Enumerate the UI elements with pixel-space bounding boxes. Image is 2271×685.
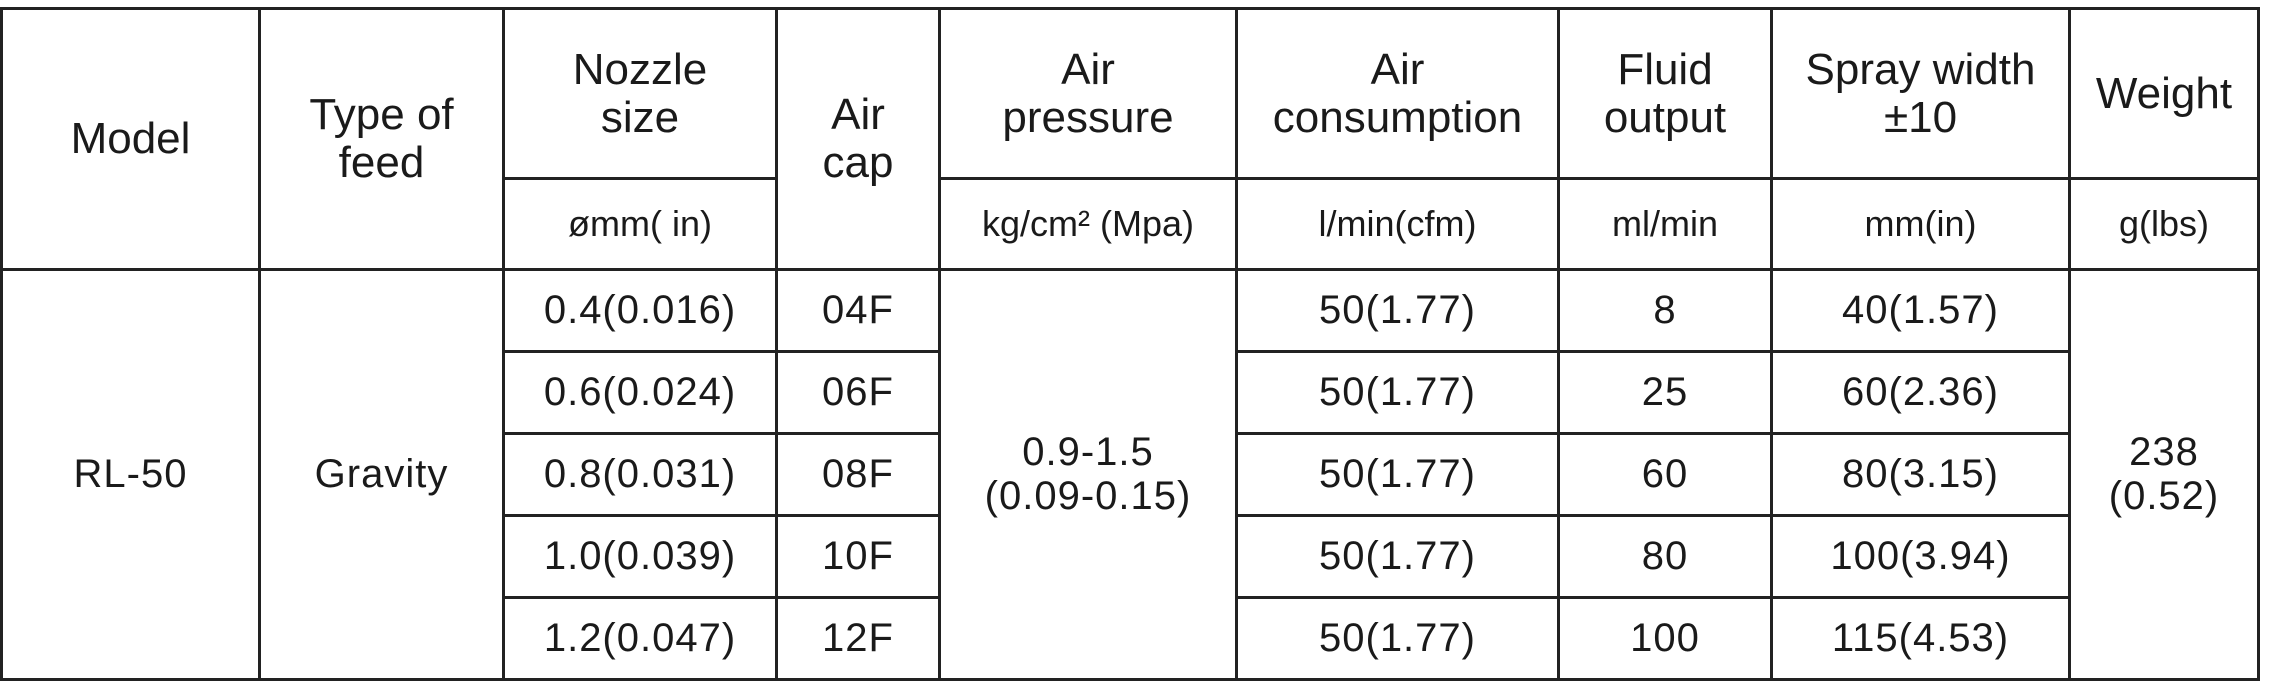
header-cell: Fluid output <box>1557 7 1773 180</box>
unit-cell: ømm( in) <box>502 177 778 271</box>
table-row: RL-50 Gravity 0.4(0.016) 04F 0.9-1.5 (0.09-0… <box>0 268 2260 681</box>
unit-cell: g(lbs) <box>2068 177 2260 271</box>
nozzle-cell: 1.0(0.039) <box>502 514 778 599</box>
table-body: RL-50 Gravity 0.4(0.016) 04F 0.9-1.5 (0.09-0… <box>0 268 2260 681</box>
header-cell: Spray width ±10 <box>1770 7 2071 180</box>
table-row: 1.0(0.039) 10F 50(1.77) 80 100(3.94) <box>2 514 2259 599</box>
spec-table: Model Type of feed Nozzle size Air cap A… <box>0 7 2260 681</box>
air-cap-cell: 06F <box>775 350 941 435</box>
weight-cell: 238 (0.52) <box>2068 268 2260 681</box>
nozzle-cell: 0.8(0.031) <box>502 432 778 517</box>
consumption-cell: 50(1.77) <box>1235 514 1560 599</box>
nozzle-cell: 1.2(0.047) <box>502 596 778 681</box>
air-cap-cell: 10F <box>775 514 941 599</box>
fluid-cell: 60 <box>1557 432 1773 517</box>
fluid-cell: 8 <box>1557 268 1773 353</box>
feed-cell: Gravity <box>258 268 505 681</box>
consumption-cell: 50(1.77) <box>1235 432 1560 517</box>
consumption-cell: 50(1.77) <box>1235 268 1560 353</box>
header-cell: Type of feed <box>258 7 505 271</box>
air-cap-cell: 08F <box>775 432 941 517</box>
header-cell: Air pressure <box>938 7 1238 180</box>
header-cell: Air cap <box>775 7 941 271</box>
header-cell: Air consumption <box>1235 7 1560 180</box>
consumption-cell: 50(1.77) <box>1235 350 1560 435</box>
header-cell: Weight <box>2068 7 2260 180</box>
fluid-cell: 100 <box>1557 596 1773 681</box>
consumption-cell: 50(1.77) <box>1235 596 1560 681</box>
air-cap-cell: 04F <box>775 268 941 353</box>
air-pressure-cell: 0.9-1.5 (0.09-0.15) <box>938 268 1238 681</box>
spray-cell: 115(4.53) <box>1770 596 2071 681</box>
air-cap-cell: 12F <box>775 596 941 681</box>
table-row: 0.6(0.024) 06F 50(1.77) 25 60(2.36) <box>2 350 2259 435</box>
unit-cell: ml/min <box>1557 177 1773 271</box>
model-cell: RL-50 <box>0 268 261 681</box>
nozzle-cell: 0.4(0.016) <box>502 268 778 353</box>
fluid-cell: 80 <box>1557 514 1773 599</box>
table-row: 0.8(0.031) 08F 50(1.77) 60 80(3.15) <box>2 432 2259 517</box>
unit-cell: kg/cm² (Mpa) <box>938 177 1238 271</box>
spray-cell: 60(2.36) <box>1770 350 2071 435</box>
header-cell: Nozzle size <box>502 7 778 180</box>
spray-cell: 100(3.94) <box>1770 514 2071 599</box>
fluid-cell: 25 <box>1557 350 1773 435</box>
header-cell: Model <box>0 7 261 271</box>
spray-cell: 80(3.15) <box>1770 432 2071 517</box>
table-row: 1.2(0.047) 12F 50(1.77) 100 115(4.53) <box>2 596 2259 681</box>
unit-cell: l/min(cfm) <box>1235 177 1560 271</box>
spray-cell: 40(1.57) <box>1770 268 2071 353</box>
nozzle-cell: 0.6(0.024) <box>502 350 778 435</box>
unit-cell: mm(in) <box>1770 177 2071 271</box>
